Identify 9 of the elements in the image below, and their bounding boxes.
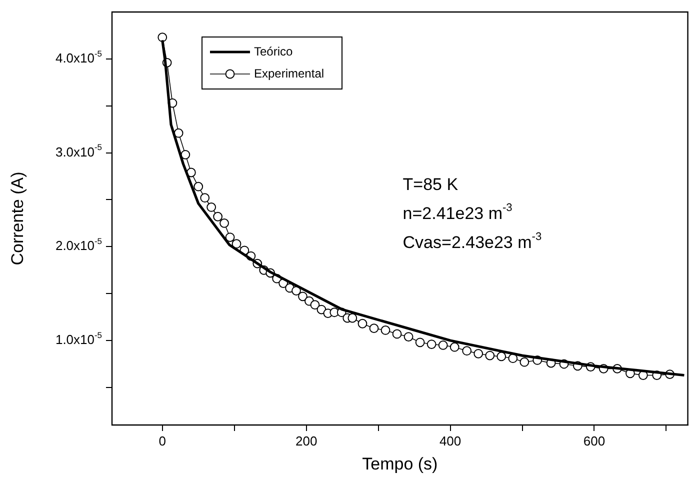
x-tick-label: 600	[583, 433, 606, 448]
legend-label: Teórico	[254, 44, 294, 58]
x-tick-label: 400	[439, 433, 462, 448]
y-axis-title: Corrente (A)	[8, 172, 27, 266]
x-tick-label: 0	[158, 433, 166, 448]
x-axis-title: Tempo (s)	[362, 454, 438, 474]
x-tick-label: 200	[295, 433, 318, 448]
annotation: T=85 K	[402, 175, 459, 194]
legend-label: Experimental	[254, 66, 324, 80]
